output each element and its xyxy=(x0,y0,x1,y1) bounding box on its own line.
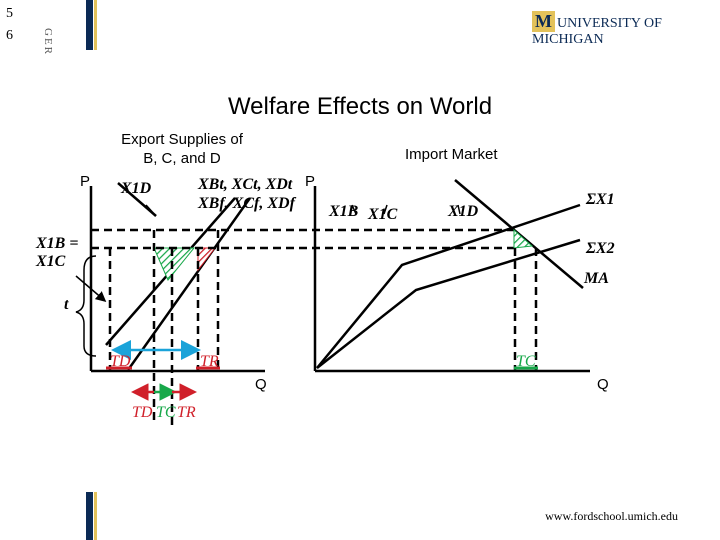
right-sum-x2-label: ΣX2 xyxy=(586,240,615,257)
right-tc-label: TC xyxy=(516,353,536,370)
right-heading: Import Market xyxy=(405,146,498,163)
right-x1c-arrow xyxy=(383,204,388,215)
right-x1d-arrow xyxy=(457,204,461,215)
left-axes xyxy=(89,186,265,373)
tariff-brace xyxy=(75,255,97,357)
left-tariff-curve-label: XBt, XCt, XDt xyxy=(198,176,293,193)
left-heading: Export Supplies of B, C, and D xyxy=(112,131,252,167)
right-x1b-label: X1B xyxy=(329,203,359,220)
bottom-navy-bar xyxy=(86,492,93,540)
right-sum-x1-label: ΣX1 xyxy=(586,191,615,208)
left-axis-q: Q xyxy=(255,376,267,393)
right-axes xyxy=(313,186,590,373)
right-ma-label: MA xyxy=(584,270,609,287)
page-title: Welfare Effects on World xyxy=(227,93,493,120)
tr-label: TR xyxy=(200,353,219,370)
left-x1d-curve xyxy=(117,182,157,217)
left-x1d-label: X1D xyxy=(121,180,152,197)
slide-number-top: 5 xyxy=(6,6,13,21)
right-x1c-label: X1C xyxy=(368,206,398,223)
logo-text: UNIVERSITY OF MICHIGAN xyxy=(532,16,662,47)
logo-mark: M xyxy=(532,11,555,32)
right-x1d-label: X1D xyxy=(448,203,479,220)
slide-number-bottom: 6 xyxy=(6,28,13,43)
university-logo: M UNIVERSITY OF MICHIGAN xyxy=(532,11,720,48)
left-heading-line2: B, C, and D xyxy=(143,150,221,167)
price-label: X1B = X1C xyxy=(36,235,79,270)
right-axis-p: P xyxy=(305,173,316,190)
top-gold-bar xyxy=(94,0,97,50)
bottom-tc-label: TC xyxy=(156,404,176,421)
right-x1b-arrow xyxy=(351,204,357,215)
right-axis-q: Q xyxy=(597,376,609,393)
left-axis-p: P xyxy=(80,173,91,190)
green-hatched-area xyxy=(153,247,196,281)
bottom-tr-label: TR xyxy=(177,404,196,421)
left-heading-line1: Export Supplies of xyxy=(121,131,243,148)
left-free-curve-label: XBf, XCf, XDf xyxy=(198,195,295,212)
left-supply-free-trade xyxy=(126,197,252,371)
bottom-gold-bar xyxy=(94,492,97,540)
bottom-td-label: TD xyxy=(132,404,153,421)
right-green-hatched xyxy=(513,228,534,249)
td-label: TD xyxy=(110,353,131,370)
right-sum-x1-curve xyxy=(316,203,581,369)
red-hatched-area xyxy=(197,247,217,272)
top-navy-bar xyxy=(86,0,93,50)
right-sum-x2-curve xyxy=(316,238,581,369)
x1d-arrow xyxy=(145,204,157,217)
tariff-arrow xyxy=(75,275,107,302)
footer-url: www.fordschool.umich.edu xyxy=(545,509,678,523)
tariff-label: t xyxy=(64,296,69,313)
